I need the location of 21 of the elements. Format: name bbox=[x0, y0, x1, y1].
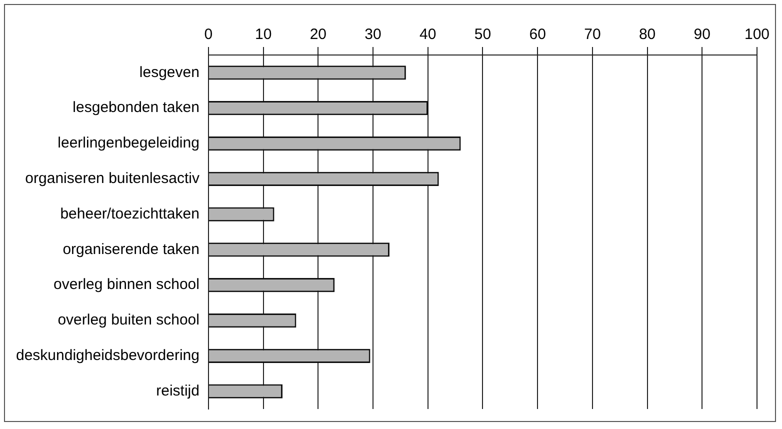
y-tick-label: overleg binnen school bbox=[54, 276, 200, 294]
x-tick-label: 90 bbox=[694, 26, 710, 44]
x-tick-label: 80 bbox=[638, 26, 656, 44]
x-tick-label: 0 bbox=[204, 26, 213, 44]
x-tick-label: 70 bbox=[584, 26, 601, 44]
y-tick-label: overleg buiten school bbox=[58, 312, 200, 329]
y-tick-label: organiseren buitenlesactiv bbox=[25, 170, 200, 188]
y-tick-label: organiserende taken bbox=[62, 240, 200, 258]
y-tick-label: reistijd bbox=[156, 382, 200, 400]
x-tick-label: 10 bbox=[254, 26, 272, 44]
y-tick-label: lesgebonden taken bbox=[72, 99, 200, 116]
x-tick-label: 100 bbox=[744, 26, 770, 44]
x-tick-label: 50 bbox=[474, 26, 492, 44]
x-tick-label: 30 bbox=[364, 26, 382, 44]
y-tick-label: leerlingenbegeleiding bbox=[58, 134, 200, 152]
x-tick-label: 40 bbox=[420, 26, 436, 44]
x-tick-label: 60 bbox=[529, 26, 546, 44]
y-tick-label: lesgeven bbox=[139, 64, 200, 81]
y-tick-label: beheer/toezichttaken bbox=[60, 205, 200, 222]
x-tick-label: 20 bbox=[310, 26, 327, 44]
y-tick-label: deskundigheidsbevordering bbox=[16, 347, 200, 364]
